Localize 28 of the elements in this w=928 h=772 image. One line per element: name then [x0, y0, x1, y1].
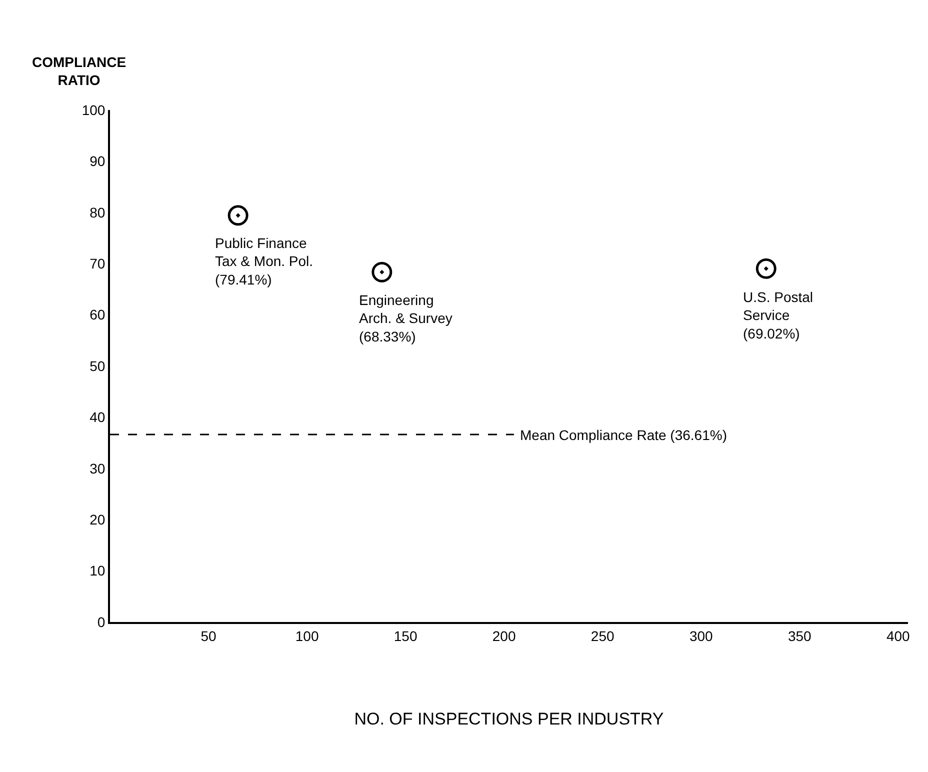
- y-tick-label: 10: [90, 562, 106, 579]
- point: [228, 205, 248, 226]
- y-tick-label: 70: [90, 256, 106, 272]
- y-tick-label: 80: [90, 204, 106, 220]
- y-tick-label: 0: [97, 614, 106, 630]
- annotation: Engineering Arch. & Survey (68.33%): [359, 292, 452, 344]
- x-tick-label: 350: [788, 628, 812, 644]
- x-tick-label: 250: [590, 628, 614, 644]
- y-tick-label: 100: [82, 102, 106, 118]
- y-tick-label: 50: [90, 358, 106, 374]
- y-tick-label: 30: [90, 460, 106, 476]
- y-tick-label: 90: [90, 153, 106, 170]
- x-axis-title: NO. OF INSPECTIONS PER INDUSTRY: [354, 710, 664, 729]
- x-tick-label: 150: [394, 628, 418, 644]
- point: [372, 262, 392, 282]
- y-tick-label: 40: [90, 409, 106, 426]
- annotation: U.S. Postal Service (69.02%): [743, 289, 814, 342]
- x-tick-label: 50: [200, 628, 217, 644]
- x-tick-label: 400: [886, 628, 910, 644]
- x-tick-label: 300: [689, 628, 714, 644]
- x-tick-label: 100: [295, 628, 319, 644]
- ref-line-label: Mean Compliance Rate (36.61%): [520, 427, 727, 443]
- annotation: Public Finance Tax & Mon. Pol. (79.41%): [215, 235, 314, 288]
- point: [756, 258, 776, 279]
- x-tick-label: 200: [492, 628, 516, 644]
- y-axis-title: COMPLIANCE RATIO: [32, 54, 126, 88]
- y-tick-label: 20: [90, 512, 106, 528]
- y-tick-label: 60: [90, 306, 106, 323]
